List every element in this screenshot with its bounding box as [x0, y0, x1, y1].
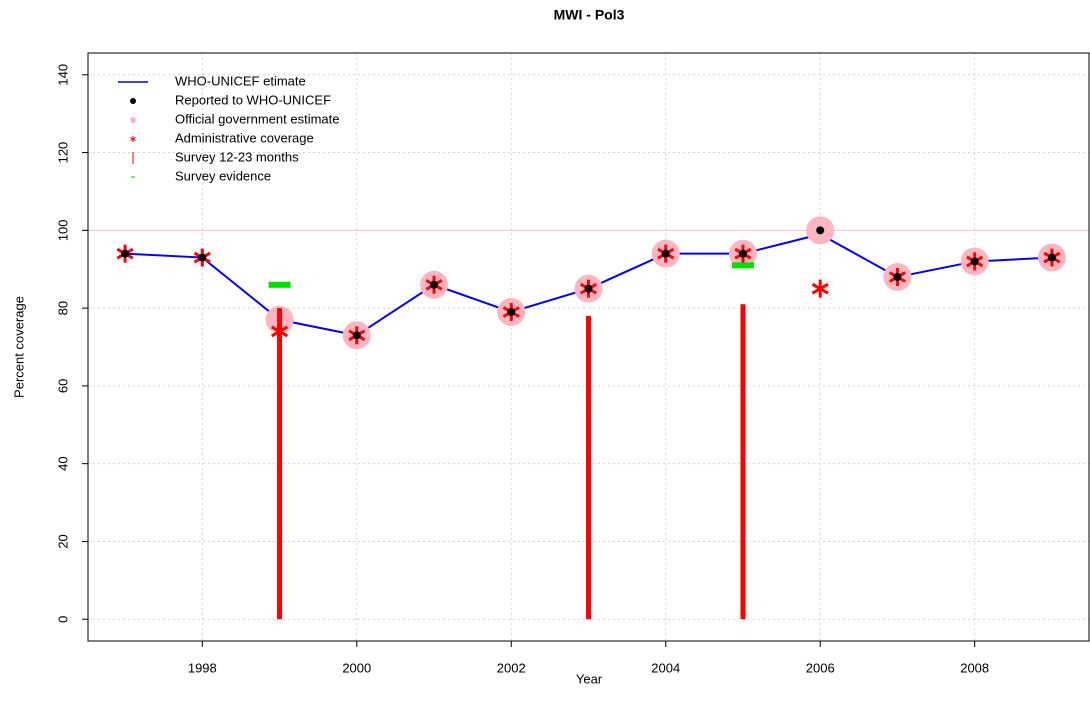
y-tick-label: 120: [55, 142, 70, 164]
legend-label: WHO-UNICEF etimate: [175, 73, 306, 88]
y-axis-label: Percent coverage: [11, 296, 26, 398]
x-tick-label: 2008: [960, 660, 989, 675]
x-axis-label: Year: [576, 671, 603, 686]
y-tick-label: 140: [55, 64, 70, 86]
survey-bar: [586, 315, 591, 620]
reported-point: [584, 284, 593, 293]
y-tick-label: 40: [55, 456, 70, 470]
y-tick-label: 80: [55, 301, 70, 315]
plot-border: [87, 52, 1090, 642]
y-tick-label: 60: [55, 379, 70, 393]
reported-point: [970, 257, 979, 266]
legend-swatch: [130, 136, 136, 142]
reported-point: [816, 226, 825, 235]
legend-label: Administrative coverage: [175, 130, 314, 145]
reported-point: [430, 280, 439, 289]
survey-bar: [277, 308, 283, 620]
reported-point: [661, 249, 670, 258]
admin-point: [811, 279, 829, 298]
chart-title: MWI - Pol3: [554, 7, 625, 23]
x-tick-label: 2004: [651, 660, 680, 675]
survey-bar: [740, 304, 746, 620]
reported-point: [121, 249, 130, 258]
reported-point: [198, 253, 207, 262]
legend-swatch: [130, 117, 136, 123]
reported-point: [1047, 253, 1056, 262]
reported-point: [352, 331, 361, 340]
x-tick-label: 2000: [342, 660, 371, 675]
legend-label: Official government estimate: [175, 111, 340, 126]
legend-label: Survey 12-23 months: [175, 149, 299, 164]
survey-evidence: [268, 281, 291, 288]
asterisk-stroke: [271, 325, 289, 338]
x-tick-label: 2006: [806, 660, 835, 675]
legend-label: Survey evidence: [175, 168, 271, 183]
asterisk-stroke: [811, 282, 829, 295]
y-tick-label: 20: [55, 534, 70, 548]
reported-point: [893, 273, 902, 281]
legend-swatch: [130, 98, 136, 104]
admin-point: [271, 322, 289, 341]
x-tick-label: 2002: [497, 660, 526, 675]
reported-point: [738, 249, 747, 258]
y-tick-label: 0: [55, 616, 70, 623]
reported-point: [507, 308, 516, 316]
legend-label: Reported to WHO-UNICEF: [175, 92, 331, 107]
y-tick-label: 100: [55, 219, 70, 241]
asterisk-stroke: [130, 137, 136, 141]
x-tick-label: 1998: [188, 660, 217, 675]
survey-evidence: [731, 262, 754, 269]
